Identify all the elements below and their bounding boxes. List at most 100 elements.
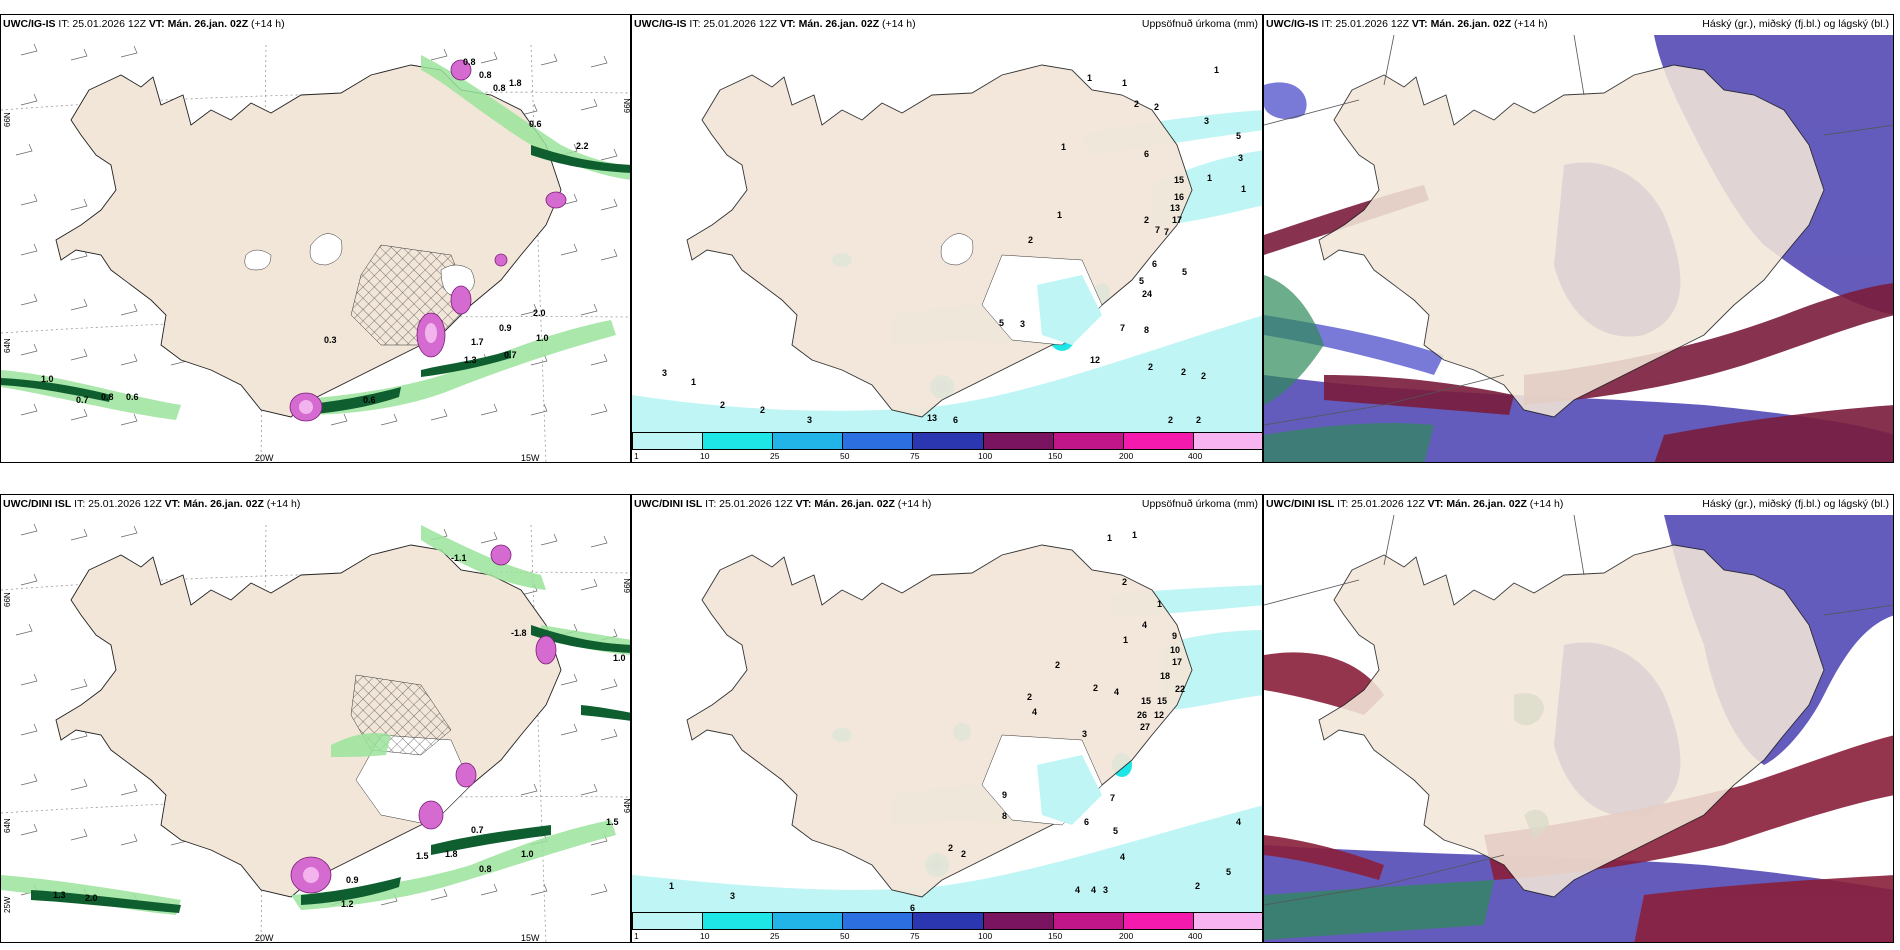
value-label: 0.9 (346, 875, 359, 885)
cloud-map (1264, 34, 1893, 462)
value-label: 4 (1075, 885, 1081, 895)
colorbar-label: 150 (1048, 931, 1063, 941)
value-label: 1 (1057, 210, 1063, 220)
value-label: 1 (1207, 173, 1213, 183)
value-label: 1.0 (521, 849, 534, 859)
value-label: 2 (1148, 362, 1154, 372)
value-label: 15 (1141, 696, 1152, 706)
value-label: 9 (1172, 631, 1178, 641)
value-label: 3 (1238, 153, 1244, 163)
value-label: 8 (1002, 811, 1008, 821)
panel-header: UWC/IG-IS IT: 25.01.2026 12Z VT: Mán. 26… (1266, 18, 1548, 30)
value-label: 0.8 (101, 392, 114, 402)
value-label: 3 (807, 415, 813, 425)
colorbar-segment (983, 433, 1054, 449)
value-label: 4 (1114, 687, 1120, 697)
colorbar-label: 100 (978, 451, 993, 461)
panel-header: UWC/DINI ISL IT: 25.01.2026 12Z VT: Mán.… (1266, 498, 1564, 510)
value-label: 0.7 (76, 395, 89, 405)
panel-header: UWC/DINI ISL IT: 25.01.2026 12Z VT: Mán.… (634, 498, 932, 510)
precip-panel-dini: UWC/DINI ISL IT: 25.01.2026 12Z VT: Mán.… (631, 494, 1263, 943)
panel-header: UWC/DINI ISL IT: 25.01.2026 12Z VT: Mán.… (3, 498, 301, 510)
value-label: 3 (662, 368, 668, 378)
value-label: 0.6 (363, 395, 376, 405)
value-label: 1 (669, 881, 675, 891)
colorbar-segment (633, 433, 704, 449)
value-label: 12 (1090, 355, 1101, 365)
value-label: 4 (1091, 885, 1097, 895)
value-label: 2.0 (85, 893, 98, 903)
value-label: 8 (1144, 325, 1150, 335)
colorbar-label: 200 (1119, 451, 1134, 461)
value-label: 13 (927, 413, 938, 423)
value-label: 2 (948, 843, 954, 853)
value-label: 2 (961, 849, 967, 859)
value-label: 2 (720, 400, 726, 410)
lon-15-label: 15W (521, 933, 540, 943)
panel-title: Háský (gr.), miðský (fj.bl.) og lágský (… (1702, 18, 1889, 30)
value-label: 1 (1061, 142, 1067, 152)
lat-66-right-label: 66N (623, 578, 631, 593)
value-label: 5 (1182, 267, 1188, 277)
colorbar-label: 400 (1188, 931, 1203, 941)
precip-colorbar (632, 912, 1262, 930)
value-label: 15 (1174, 175, 1185, 185)
value-label: 6 (1084, 817, 1090, 827)
value-label: 22 (1175, 684, 1186, 694)
lon-20-label: 20W (255, 933, 274, 943)
precip-panel-ig: UWC/IG-IS IT: 25.01.2026 12Z VT: Mán. 26… (631, 14, 1263, 463)
value-label: -1.8 (511, 628, 527, 638)
value-label: 5 (1236, 131, 1242, 141)
value-label: 1.3 (53, 890, 66, 900)
colorbar-segment (633, 913, 704, 929)
colorbar-label: 50 (840, 931, 850, 941)
colorbar-label: 75 (910, 931, 920, 941)
colorbar-segment (913, 913, 984, 929)
value-label: 6 (910, 903, 916, 913)
panel-title: Uppsöfnuð úrkoma (mm) (1141, 18, 1258, 30)
lat-66-right-label: 66N (623, 98, 631, 113)
lat-64-label: 64N (3, 818, 12, 833)
wind-temp-panel-dini: UWC/DINI ISL IT: 25.01.2026 12Z VT: Mán.… (0, 494, 631, 943)
value-label: 1.2 (341, 899, 354, 909)
value-label: 4 (1120, 852, 1126, 862)
value-label: 2 (1027, 692, 1033, 702)
value-label: 5 (999, 318, 1005, 328)
value-label: 1 (1123, 635, 1129, 645)
value-label: 3 (1020, 319, 1026, 329)
value-label: 2 (1181, 367, 1187, 377)
colorbar-label: 200 (1119, 931, 1134, 941)
value-label: 6 (1144, 149, 1150, 159)
value-label: 2.0 (533, 308, 546, 318)
value-label: 1.3 (464, 355, 477, 365)
colorbar-segment (913, 433, 984, 449)
value-label: 2 (1196, 415, 1202, 425)
value-label: 9 (1002, 790, 1008, 800)
value-label: 2 (1134, 99, 1140, 109)
value-label: 17 (1172, 657, 1183, 667)
value-label: 16 (1174, 192, 1185, 202)
value-label: 1.7 (471, 337, 484, 347)
value-label: 6 (1152, 259, 1158, 269)
value-label: 2 (1028, 235, 1034, 245)
value-label: 10 (1170, 645, 1181, 655)
lat-64-label: 64N (3, 338, 12, 353)
colorbar-segment (1193, 913, 1262, 929)
value-label: 2 (1201, 371, 1207, 381)
colorbar-segment (1053, 433, 1124, 449)
value-label: 0.7 (471, 825, 484, 835)
colorbar-label: 150 (1048, 451, 1063, 461)
value-label: -1.1 (451, 553, 467, 563)
value-label: 3 (730, 891, 736, 901)
value-label: 2 (1168, 415, 1174, 425)
value-label: 3 (1204, 116, 1210, 126)
colorbar-segment (1053, 913, 1124, 929)
cloud-map (1264, 514, 1893, 942)
value-label: 13 (1170, 203, 1181, 213)
value-label: 7 (1164, 227, 1170, 237)
colorbar-segment (843, 433, 914, 449)
value-label: 5 (1226, 867, 1232, 877)
value-label: 1 (1087, 73, 1093, 83)
colorbar-segment (1123, 913, 1194, 929)
value-label: 6 (953, 415, 959, 425)
